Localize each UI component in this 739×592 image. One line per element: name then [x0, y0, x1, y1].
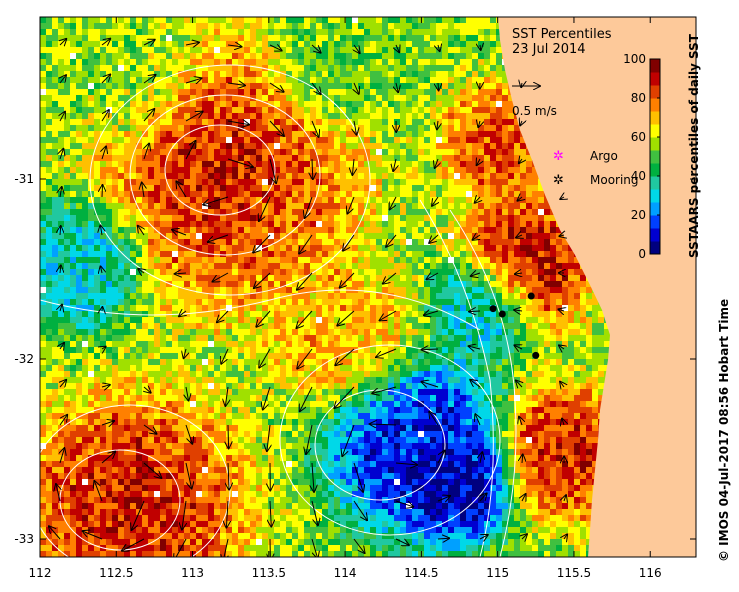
map-date: 23 Jul 2014	[512, 42, 586, 57]
colorbar-segment	[650, 150, 660, 164]
x-tick-label: 114.5	[404, 566, 438, 580]
mooring-marker-3	[527, 292, 535, 300]
colorbar-segment	[650, 189, 660, 203]
colorbar-segment	[650, 72, 660, 86]
velocity-scale-label: 0.5 m/s	[512, 104, 557, 118]
colorbar	[649, 58, 661, 255]
mooring-legend-label: Mooring	[590, 173, 639, 187]
mooring-marker-2	[498, 310, 506, 318]
credit-text: © IMOS 04-Jul-2017 08:56 Hobart Time	[717, 299, 731, 562]
y-tick-label: -32	[14, 352, 34, 366]
colorbar-segment	[650, 241, 660, 255]
colorbar-tick-label: 100	[623, 52, 646, 66]
colorbar-ticks: 100 80 60 40 20 0	[623, 52, 660, 261]
colorbar-tick-label: 60	[631, 130, 646, 144]
x-tick-label: 116	[639, 566, 662, 580]
mooring-marker-1	[489, 305, 497, 313]
colorbar-tick-label: 20	[631, 208, 646, 222]
x-tick-label: 113.5	[252, 566, 286, 580]
colorbar-segment	[650, 228, 660, 242]
x-tick-label: 112.5	[99, 566, 133, 580]
colorbar-segment	[650, 59, 660, 73]
colorbar-segment	[650, 137, 660, 151]
y-tick-label: -33	[14, 532, 34, 546]
x-tick-label: 114	[334, 566, 357, 580]
argo-legend-symbol: ✲	[553, 149, 564, 164]
x-tick-label: 115.5	[557, 566, 591, 580]
plot-area	[40, 17, 696, 557]
plot-frame	[39, 16, 697, 558]
colorbar-segment	[650, 124, 660, 138]
colorbar-label: SSTAARS percentiles of daily SST	[687, 33, 701, 258]
colorbar-frame	[649, 58, 661, 255]
colorbar-segment	[650, 85, 660, 99]
colorbar-segment	[650, 215, 660, 229]
colorbar-segment	[650, 163, 660, 177]
colorbar-segment	[650, 176, 660, 190]
colorbar-segment	[650, 111, 660, 125]
mooring-markers	[489, 292, 540, 359]
argo-legend-label: Argo	[590, 149, 618, 163]
y-tick-label: -31	[14, 172, 34, 186]
x-tick-label: 112	[29, 566, 52, 580]
colorbar-tick-label: 40	[631, 169, 646, 183]
x-tick-label: 115	[486, 566, 509, 580]
x-axis: 112 112.5 113 113.5 114 114.5 115 115.5 116	[29, 17, 662, 580]
land-mass	[498, 17, 696, 557]
current-vectors	[49, 39, 567, 557]
mooring-marker-4	[532, 351, 540, 359]
colorbar-segment	[650, 98, 660, 112]
colorbar-tick-label: 0	[638, 247, 646, 261]
colorbar-tick-label: 80	[631, 91, 646, 105]
y-axis: -31 -32 -33	[14, 172, 696, 546]
colorbar-segment	[650, 202, 660, 216]
mooring-legend-symbol: ✲	[553, 173, 564, 188]
x-tick-label: 113	[181, 566, 204, 580]
map-title: SST Percentiles	[512, 27, 612, 42]
